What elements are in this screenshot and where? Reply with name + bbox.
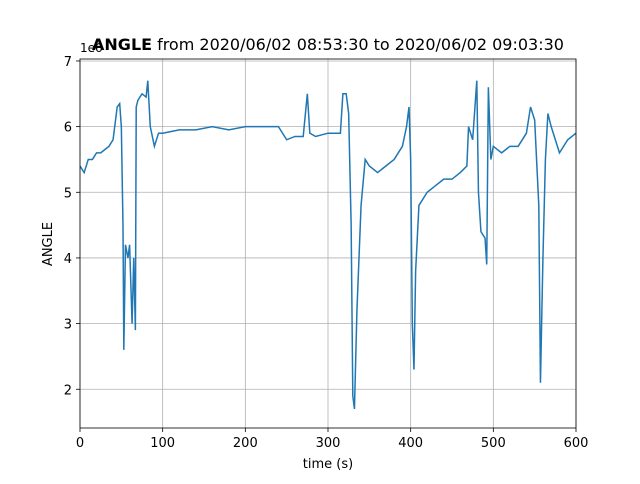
title-bold: ANGLE	[92, 35, 152, 54]
x-tick-label: 300	[316, 436, 341, 451]
y-tick-label: 3	[64, 318, 72, 333]
plot-frame	[79, 58, 577, 429]
x-tick-label: 500	[481, 436, 506, 451]
y-tick-label: 4	[64, 252, 72, 267]
y-tick-label: 5	[64, 186, 72, 201]
x-tick-label: 200	[233, 436, 258, 451]
y-tick-label: 7	[64, 55, 72, 70]
title-rest: from 2020/06/02 08:53:30 to 2020/06/02 0…	[157, 35, 564, 54]
x-axis-label: time (s)	[303, 457, 353, 472]
chart-title: ANGLE from 2020/06/02 08:53:30 to 2020/06…	[92, 35, 564, 54]
y-tick-label: 6	[64, 121, 72, 136]
data-line	[80, 80, 576, 410]
x-tick-label: 600	[564, 436, 589, 451]
title-backdrop	[140, 30, 590, 54]
x-tick-label: 400	[398, 436, 423, 451]
y-axis-label: ANGLE	[41, 222, 56, 266]
y-offset-label: 1e6	[80, 41, 103, 55]
x-tick-label: 0	[76, 436, 84, 451]
y-tick-label: 2	[64, 383, 72, 398]
x-tick-label: 100	[150, 436, 175, 451]
